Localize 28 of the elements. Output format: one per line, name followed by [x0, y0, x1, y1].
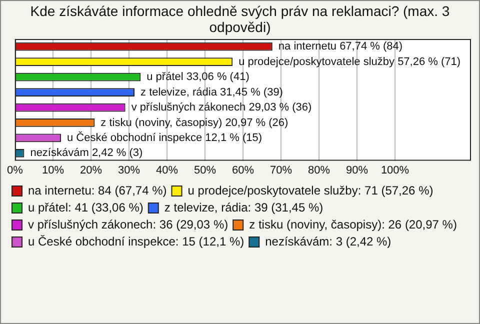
x-tick-label: 60% [232, 164, 254, 176]
data-label: v příslušných zákonech 29,03 % (36) [131, 102, 312, 114]
legend-label: u prodejce/poskytovatele služby: 71 (57,26 %) [188, 183, 434, 198]
data-label: z televize, rádia 31,45 % (39) [140, 86, 283, 98]
legend-label: u přátel: 41 (33,06 %) [28, 200, 144, 214]
x-tick-label: 0% [7, 164, 24, 176]
x-tick-label: 100% [380, 164, 410, 176]
data-label: u České obchodní inspekce 12,1 % (15) [66, 130, 262, 144]
legend-label: u České obchodní inspekce: 15 (12,1 %) [28, 234, 244, 248]
x-tick-label: 80% [308, 164, 330, 176]
legend-label: nezískávám: 3 (2,42 %) [265, 234, 392, 248]
x-tick-label: 40% [156, 164, 178, 176]
x-tick-label: 20% [80, 164, 102, 176]
x-tick-label: 90% [346, 164, 368, 176]
x-tick-label: 50% [194, 164, 216, 176]
data-label: na internetu 67,74 % (84) [278, 40, 403, 53]
data-label: u přátel 33,06 % (41) [146, 71, 250, 84]
legend-label: z televize, rádia: 39 (31,45 %) [164, 200, 324, 214]
legend-label: na internetu: 84 (67,74 %) [28, 183, 167, 198]
data-label: nezískávám 2,42 % (3) [30, 147, 143, 160]
x-tick-label: 30% [118, 164, 140, 176]
data-label: z tisku (noviny, časopisy) 20,97 % (26) [100, 116, 288, 129]
chart-title: Kde získáváte informace ohledně svých práv na reklamaci? (max. 3 odpovědi) [29, 3, 451, 35]
legend-label: v příslušných zákonech: 36 (29,03 %) [28, 217, 228, 232]
legend-label: z tisku (noviny, časopisy): 26 (20,97 %) [249, 217, 457, 232]
x-tick-label: 10% [42, 164, 64, 176]
data-label: u prodejce/poskytovatele služby 57,26 % (71) [238, 56, 461, 68]
x-tick-label: 70% [270, 164, 292, 176]
